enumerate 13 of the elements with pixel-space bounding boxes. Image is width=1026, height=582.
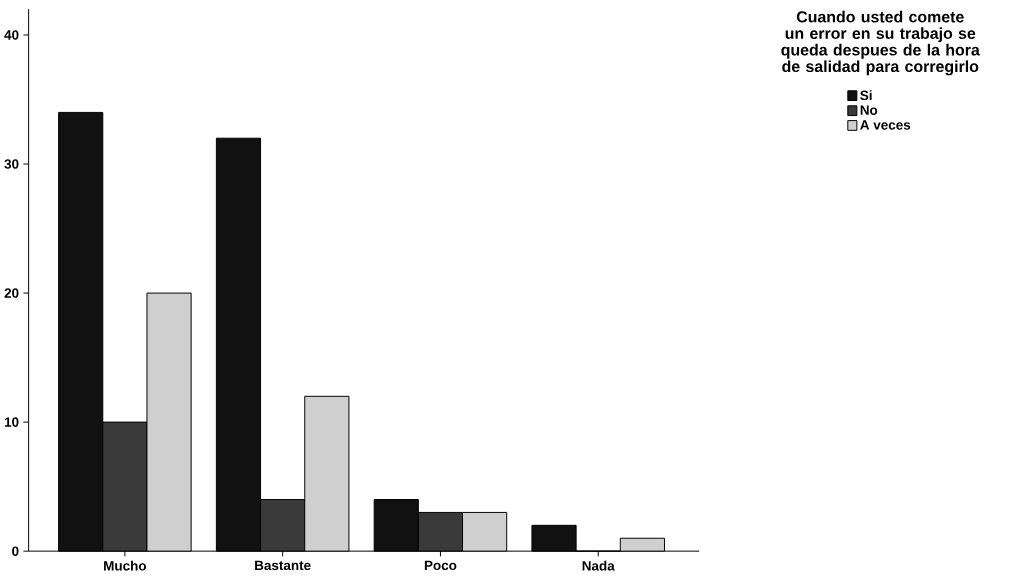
y-tick-label: 10 [4,417,19,427]
y-tick-label: 40 [4,30,19,40]
y-tick-label: 30 [4,159,19,169]
x-tick-label: Bastante [255,560,311,570]
x-tick-label: Nada [582,560,615,571]
y-tick-label: 0 [12,546,19,556]
x-tick-label: Poco [424,560,457,570]
legend-label: Si [860,90,872,100]
y-tick-label: 20 [4,288,19,298]
legend-label: A veces [860,120,911,130]
legend-label: No [860,105,878,115]
x-tick-label: Mucho [104,560,147,571]
legend-title: Cuando usted comete un error en su trabajo se queda despues de la hora de salidad para corregirlo [781,10,980,76]
